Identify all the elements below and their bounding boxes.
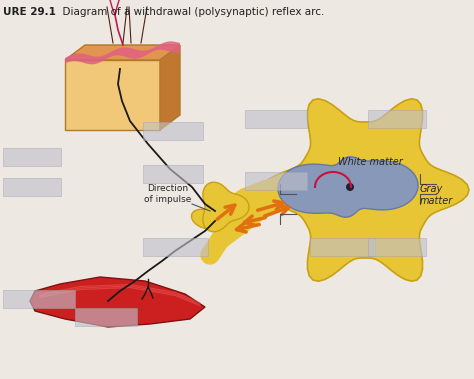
FancyBboxPatch shape xyxy=(245,110,307,128)
Circle shape xyxy=(346,183,354,191)
Text: URE 29.1: URE 29.1 xyxy=(3,7,56,17)
FancyBboxPatch shape xyxy=(3,148,61,166)
Text: Direction
of impulse: Direction of impulse xyxy=(144,184,191,204)
Polygon shape xyxy=(30,277,205,327)
Text: Gray
matter: Gray matter xyxy=(420,184,453,206)
FancyBboxPatch shape xyxy=(368,110,426,128)
FancyBboxPatch shape xyxy=(3,290,75,308)
Ellipse shape xyxy=(191,209,219,229)
FancyBboxPatch shape xyxy=(368,238,426,256)
Polygon shape xyxy=(203,182,249,232)
FancyBboxPatch shape xyxy=(245,172,307,190)
FancyBboxPatch shape xyxy=(75,308,137,326)
FancyBboxPatch shape xyxy=(3,178,61,196)
Polygon shape xyxy=(65,45,180,60)
Text: Diagram of a withdrawal (polysynaptic) reflex arc.: Diagram of a withdrawal (polysynaptic) r… xyxy=(56,7,324,17)
Polygon shape xyxy=(65,41,180,64)
Polygon shape xyxy=(261,99,469,281)
FancyBboxPatch shape xyxy=(143,238,208,256)
Text: White matter: White matter xyxy=(337,157,402,167)
Polygon shape xyxy=(160,45,180,130)
Polygon shape xyxy=(65,60,160,130)
Polygon shape xyxy=(278,157,418,217)
FancyBboxPatch shape xyxy=(143,122,203,140)
FancyBboxPatch shape xyxy=(310,238,375,256)
FancyBboxPatch shape xyxy=(143,165,203,183)
